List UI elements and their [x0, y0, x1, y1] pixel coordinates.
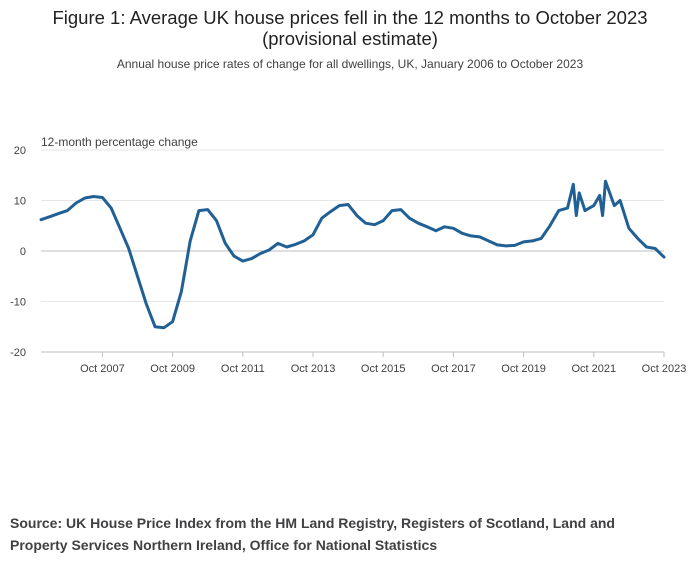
source-note: Source: UK House Price Index from the HM… — [10, 515, 615, 553]
chart-title: Figure 1: Average UK house prices fell i… — [0, 7, 700, 49]
y-tick-label: -20 — [10, 347, 26, 359]
y-axis-label: 12-month percentage change — [41, 135, 198, 149]
y-tick-label: 20 — [14, 145, 26, 157]
y-tick-label: 0 — [20, 246, 26, 258]
chart-subtitle: Annual house price rates of change for a… — [116, 57, 584, 71]
x-tick-label: Oct 2009 — [150, 363, 195, 375]
line-chart-svg: 20 10 0 -10 -20 Oct 2007 Oct 2009 Oct 2011 Oct 2… — [10, 135, 686, 375]
x-tick-label: Oct 2013 — [291, 363, 336, 375]
chart-title-line2: (provisional estimate) — [262, 28, 438, 49]
x-tick-label: Oct 2011 — [221, 363, 265, 375]
x-tick-label: Oct 2015 — [361, 363, 406, 375]
x-tick-label: Oct 2023 — [642, 363, 687, 375]
chart-title-line1: Figure 1: Average UK house prices fell i… — [52, 7, 648, 28]
x-tick-label: Oct 2019 — [501, 363, 546, 375]
y-tick-label: 10 — [14, 196, 26, 208]
axes: 20 10 0 -10 -20 Oct 2007 Oct 2009 Oct 2011 Oct 2… — [10, 145, 686, 375]
series — [39, 179, 666, 330]
line-chart: 20 10 0 -10 -20 Oct 2007 Oct 2009 Oct 2011 Oct 2… — [0, 130, 700, 390]
x-tick-label: Oct 2017 — [431, 363, 476, 375]
x-tick-label: Oct 2021 — [571, 363, 616, 375]
x-tick-label: Oct 2007 — [80, 363, 125, 375]
series-line — [39, 179, 666, 330]
y-tick-label: -10 — [10, 297, 26, 309]
gridlines — [41, 149, 664, 353]
